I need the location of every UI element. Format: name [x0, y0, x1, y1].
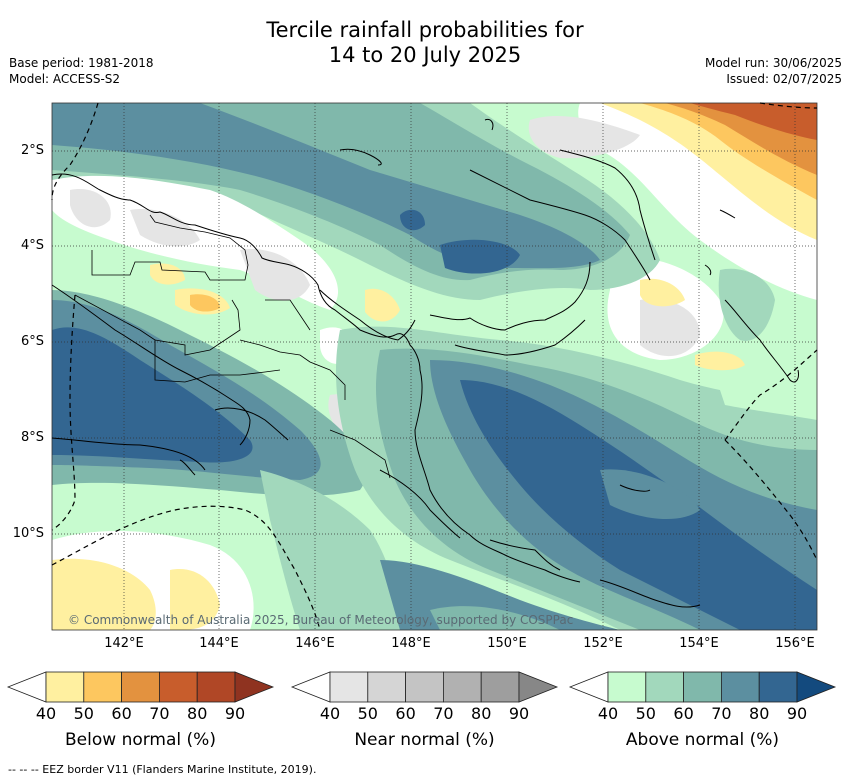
colorbar-high-extend: [796, 671, 837, 703]
model-run: Model run: 30/06/2025: [704, 56, 842, 70]
lat-label: 6°S: [20, 334, 44, 349]
lon-label: 156°E: [775, 636, 815, 651]
legend-group: [6, 671, 837, 703]
lon-label: 154°E: [679, 636, 719, 651]
lon-label: 146°E: [295, 636, 335, 651]
colorbar-segment: [329, 671, 369, 703]
colorbar-tick: 80: [187, 704, 208, 723]
colorbar-2: [290, 671, 559, 703]
colorbar-tick: 90: [508, 704, 530, 723]
colorbar-1: [6, 671, 275, 703]
title-line-2: 14 to 20 July 2025: [328, 43, 522, 67]
colorbar-segment: [45, 671, 85, 703]
coastlines: [51, 119, 799, 608]
colorbar-segment: [405, 671, 444, 703]
title-line-1: Tercile rainfall probabilities for: [266, 18, 584, 42]
colorbar-segment: [121, 671, 160, 703]
colorbar-tick: 90: [224, 704, 246, 723]
provincial-borders: [74, 214, 391, 479]
colorbar-label: Above normal (%): [625, 730, 780, 750]
colorbar-tick: 90: [786, 704, 808, 723]
colorbar-segment: [758, 671, 798, 703]
colorbar-low-extend: [568, 671, 609, 703]
lat-label: 4°S: [20, 238, 44, 253]
colorbar-tick: 50: [635, 704, 656, 723]
colorbar-tick: 40: [35, 704, 57, 723]
colorbar-segment: [721, 671, 760, 703]
colorbar-tick: 60: [395, 704, 416, 723]
colorbar-tick: 40: [597, 704, 619, 723]
colorbar-tick: 80: [749, 704, 770, 723]
meta-left: Base period: 1981-2018 Model: ACCESS-S2: [9, 55, 154, 87]
lon-label: 148°E: [391, 636, 431, 651]
probability-field: [52, 103, 817, 630]
map-frame: [51, 102, 818, 631]
eez-borders: [51, 102, 818, 631]
colorbar-low-extend: [6, 671, 47, 703]
colorbar-low-extend: [290, 671, 331, 703]
colorbar-label: Below normal (%): [65, 730, 216, 750]
colorbar-label: Near normal (%): [354, 730, 495, 750]
colorbar-segment: [367, 671, 406, 703]
eez-footnote: -- -- -- EEZ border V11 (Flanders Marine…: [8, 763, 317, 776]
colorbar-segment: [158, 671, 198, 703]
colorbar-segment: [196, 671, 236, 703]
lon-label: 150°E: [487, 636, 527, 651]
colorbar-segment: [645, 671, 684, 703]
lon-label: 144°E: [199, 636, 239, 651]
graticule: [52, 103, 817, 630]
colorbar-segment: [442, 671, 482, 703]
lon-label: 142°E: [104, 636, 144, 651]
colorbar-tick: 50: [357, 704, 378, 723]
colorbar-segment: [607, 671, 647, 703]
colorbar-high-extend: [234, 671, 275, 703]
colorbar-tick: 70: [149, 704, 170, 723]
colorbar-segment: [480, 671, 520, 703]
lon-label: 152°E: [583, 636, 623, 651]
colorbar-segment: [83, 671, 123, 703]
lat-label: 2°S: [20, 143, 44, 158]
colorbar-tick: 40: [319, 704, 341, 723]
map-title: Tercile rainfall probabilities for 14 to…: [0, 18, 850, 68]
colorbar-3: [568, 671, 837, 703]
colorbar-tick: 70: [711, 704, 732, 723]
colorbar-tick: 70: [433, 704, 454, 723]
colorbar-tick: 60: [111, 704, 132, 723]
colorbar-tick: 80: [471, 704, 492, 723]
meta-right: Model run: 30/06/2025 Issued: 02/07/2025: [705, 55, 842, 87]
model-name: Model: ACCESS-S2: [9, 72, 121, 86]
lat-label: 10°S: [12, 526, 44, 541]
issued-date: Issued: 02/07/2025: [726, 72, 842, 86]
base-period: Base period: 1981-2018: [9, 56, 154, 70]
colorbar-tick: 50: [73, 704, 94, 723]
copyright-credit: © Commonwealth of Australia 2025, Bureau…: [68, 613, 574, 627]
colorbar-high-extend: [518, 671, 559, 703]
colorbar-segment: [683, 671, 722, 703]
colorbar-tick: 60: [673, 704, 694, 723]
lat-label: 8°S: [20, 430, 44, 445]
